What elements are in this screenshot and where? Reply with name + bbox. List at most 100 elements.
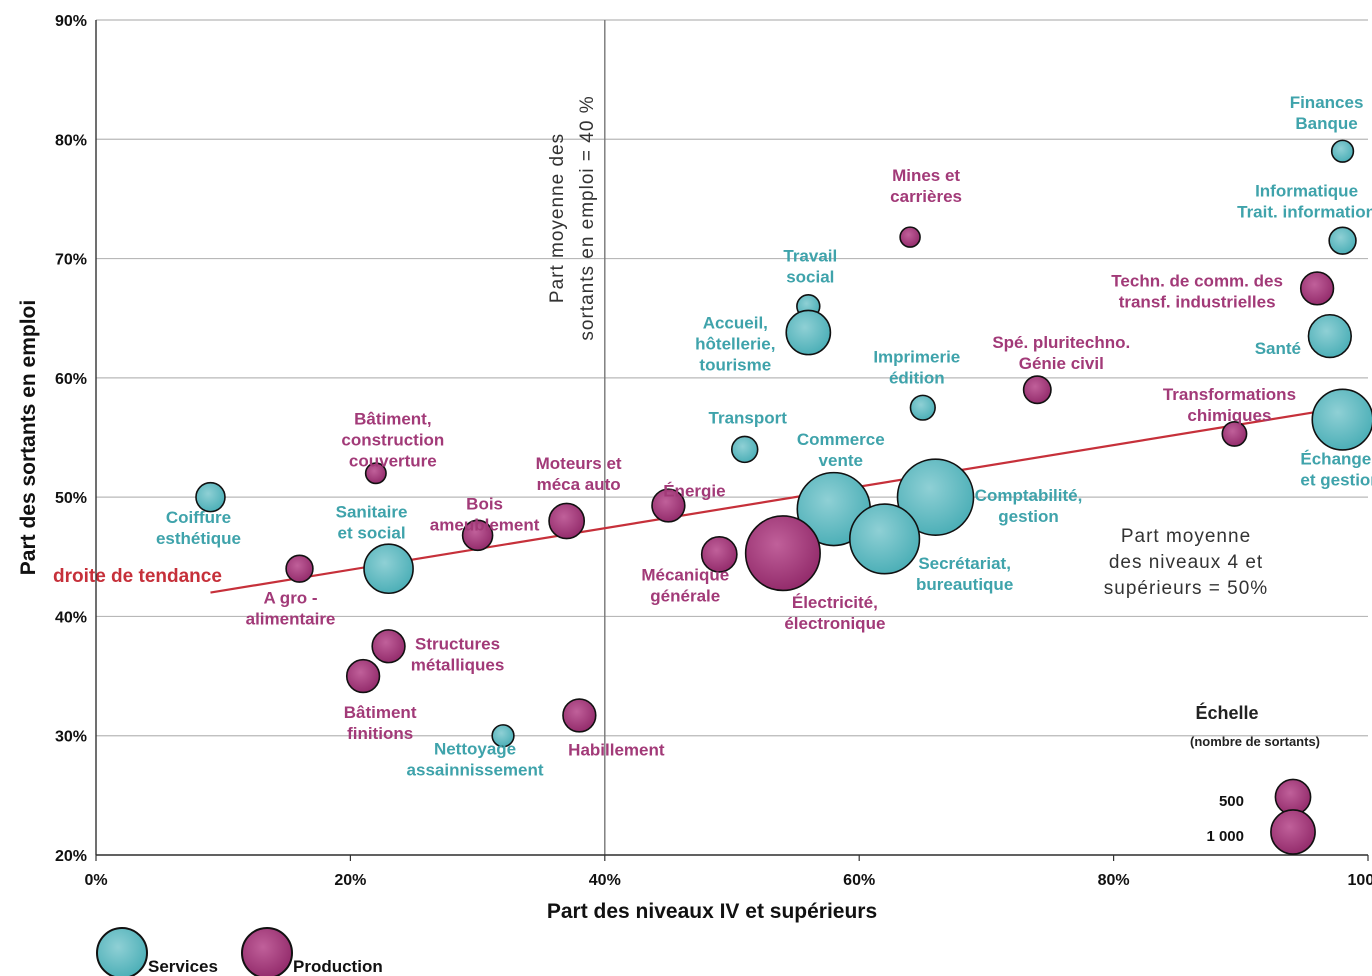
- scale-value: 1 000: [1206, 828, 1244, 845]
- ref-x-label-line: sortants en emploi = 40 %: [577, 95, 598, 340]
- scale-title: Échelle: [1195, 702, 1258, 723]
- bubble-production: [285, 554, 314, 583]
- label-imprimerie-dition: Imprimerie: [873, 348, 960, 367]
- bubble-services: [909, 394, 936, 421]
- bubble-production: [371, 629, 406, 664]
- label-structures-m-talliques: Structures: [415, 634, 500, 653]
- label-changes-et-gestion: Échanges: [1300, 450, 1372, 469]
- label-sp-pluritechno-g-nie-civil: Spé. pluritechno.: [992, 333, 1130, 352]
- x-tick-label: 60%: [843, 872, 875, 889]
- label-techn-de-comm-des-transf-industrielles: Techn. de comm. des: [1111, 271, 1283, 290]
- legend-services-swatch: [96, 927, 148, 976]
- label-b-timent-construction-couverture: construction: [341, 430, 444, 449]
- x-tick-label: 80%: [1098, 872, 1130, 889]
- bubble-services: [1330, 139, 1355, 163]
- label-b-timent-finitions: Bâtiment: [344, 703, 417, 722]
- y-tick-label: 20%: [55, 848, 87, 865]
- label-moteurs-et-m-ca-auto: Moteurs et: [536, 454, 622, 473]
- label-bois-ameublement: Bois: [466, 494, 503, 513]
- bubble-services: [896, 458, 975, 536]
- y-tick-label: 60%: [55, 371, 87, 388]
- label-changes-et-gestion: et gestion: [1300, 471, 1372, 490]
- y-tick-label: 30%: [55, 729, 87, 746]
- label-travail-social: social: [786, 267, 834, 286]
- bubble-services: [1307, 313, 1352, 359]
- x-tick-label: 0%: [84, 872, 107, 889]
- label-nergie: Énergie: [663, 481, 725, 500]
- scale-value: 500: [1219, 793, 1244, 810]
- bubble-services: [491, 724, 515, 748]
- legend-production-label: Production: [293, 957, 383, 976]
- label-b-timent-construction-couverture: Bâtiment,: [354, 409, 431, 428]
- label-accueil-h-tellerie-tourisme: hôtellerie,: [695, 335, 775, 354]
- ref-x-label-line: Part moyenne des: [547, 133, 568, 303]
- label-sanitaire-et-social: Sanitaire: [336, 503, 408, 522]
- label-secr-tariat-bureautique: bureautique: [916, 575, 1013, 594]
- label-b-timent-finitions: finitions: [347, 724, 413, 743]
- bubble-layer: [195, 139, 1372, 748]
- ref-y-label: des niveaux 4 et: [1109, 552, 1263, 573]
- label-sant: Santé: [1255, 339, 1301, 358]
- label-finances-banque: Banque: [1295, 114, 1357, 133]
- bubble-services: [849, 503, 921, 575]
- y-tick-label: 90%: [55, 13, 87, 30]
- label-m-canique-g-n-rale: générale: [650, 586, 720, 605]
- bubble-production: [1221, 420, 1248, 447]
- label-nettoyage-assainnissement: assainnissement: [407, 761, 544, 780]
- bubble-services: [1311, 388, 1372, 451]
- label-moteurs-et-m-ca-auto: méca auto: [537, 475, 621, 494]
- grid-lines: [96, 19, 1368, 856]
- label-transformations-chimiques: Transformations: [1163, 385, 1296, 404]
- label-comptabilit-gestion: gestion: [998, 507, 1058, 526]
- label-mines-et-carri-res: carrières: [890, 187, 962, 206]
- bubble-production: [548, 502, 586, 540]
- label-sanitaire-et-social: et social: [338, 524, 406, 543]
- x-axis-title: Part des niveaux IV et supérieurs: [547, 900, 877, 923]
- legend-production-swatch: [241, 927, 293, 976]
- y-tick-label: 80%: [55, 132, 87, 149]
- label-a-gro-alimentaire: A gro -: [263, 589, 317, 608]
- y-tick-label: 50%: [55, 490, 87, 507]
- label-mines-et-carri-res: Mines et: [892, 166, 960, 185]
- label-layer: Finances Banque Informatique Trait. informa…: [156, 93, 1372, 780]
- trend-label: droite de tendance: [53, 566, 222, 587]
- reference-lines: Part moyenne des sortants en emploi = 40 …: [547, 20, 1268, 855]
- label-lectricit-lectronique: électronique: [784, 614, 885, 633]
- label-sp-pluritechno-g-nie-civil: Génie civil: [1019, 354, 1104, 373]
- label-techn-de-comm-des-transf-industrielles: transf. industrielles: [1119, 292, 1276, 311]
- bubble-production: [345, 658, 381, 694]
- label-b-timent-construction-couverture: couverture: [349, 451, 437, 470]
- label-lectricit-lectronique: Électricité,: [792, 593, 878, 612]
- ref-y-label: Part moyenne: [1121, 526, 1251, 547]
- label-transformations-chimiques: chimiques: [1187, 406, 1271, 425]
- x-tick-label: 20%: [334, 872, 366, 889]
- label-commerce-vente: Commerce: [797, 430, 885, 449]
- label-coiffure-esth-tique: esthétique: [156, 529, 241, 548]
- bubble-production: [651, 488, 686, 523]
- bubble-services: [1328, 226, 1357, 255]
- legend-services-label: Services: [148, 957, 218, 976]
- bubble-production: [700, 536, 738, 573]
- label-accueil-h-tellerie-tourisme: Accueil,: [703, 314, 768, 333]
- bubble-services: [785, 309, 832, 356]
- y-tick-label: 40%: [55, 609, 87, 626]
- label-secr-tariat-bureautique: Secrétariat,: [918, 554, 1011, 573]
- label-a-gro-alimentaire: alimentaire: [246, 610, 336, 629]
- x-tick-label: 40%: [589, 872, 621, 889]
- ref-y-label: supérieurs = 50%: [1104, 578, 1268, 599]
- bubble-production: [364, 462, 387, 485]
- bubble-production: [744, 515, 821, 592]
- scale-and-legend: Échelle (nombre de sortants) 500 1 000 Servi…: [96, 702, 1320, 976]
- bubble-services: [730, 435, 759, 464]
- bubble-production: [562, 698, 597, 733]
- bubble-services: [195, 481, 226, 513]
- label-comptabilit-gestion: Comptabilité,: [975, 486, 1083, 505]
- label-commerce-vente: vente: [819, 451, 863, 470]
- bubble-production: [1022, 375, 1052, 405]
- label-finances-banque: Finances: [1290, 93, 1364, 112]
- ref-line-vertical-label: Part moyenne des sortants en emploi = 40 …: [547, 95, 598, 340]
- scale-bubble: [1270, 809, 1316, 855]
- x-tick-label: 100%: [1348, 872, 1372, 889]
- bubble-services: [363, 543, 414, 595]
